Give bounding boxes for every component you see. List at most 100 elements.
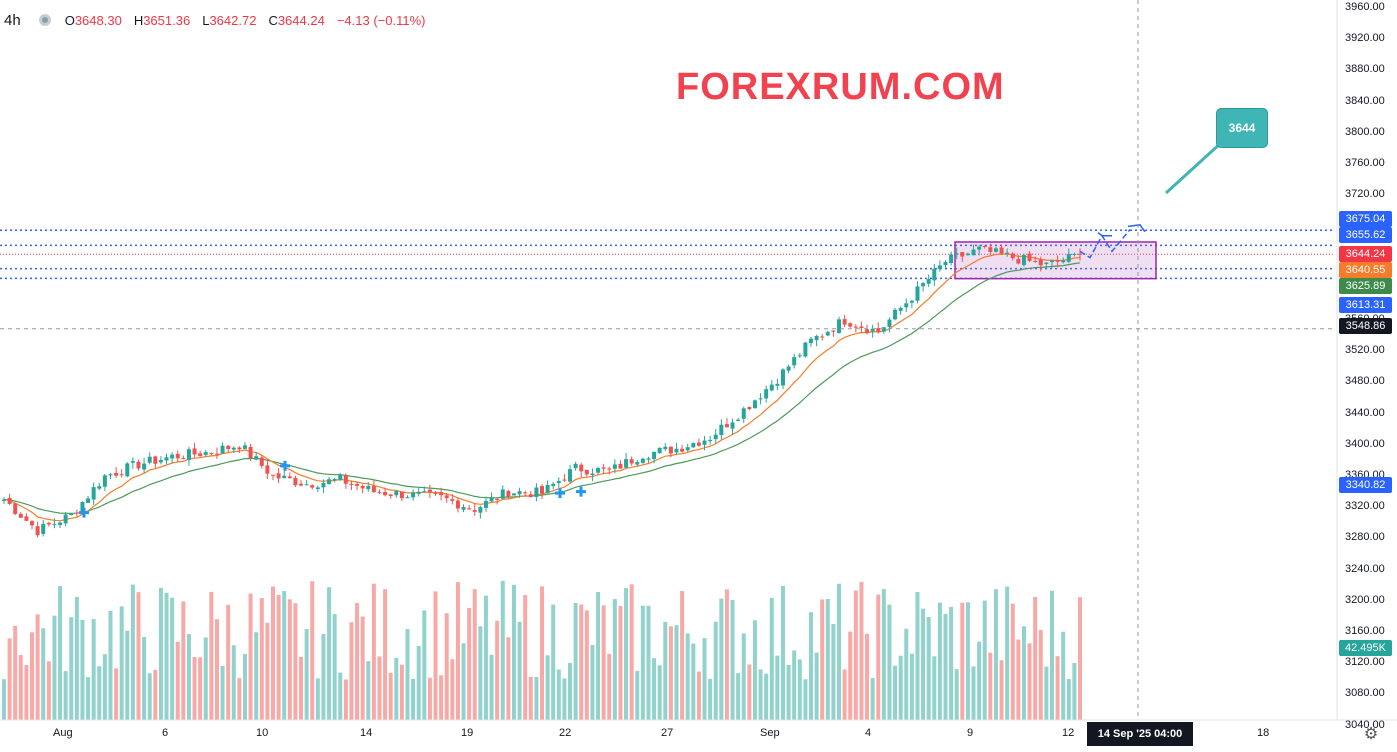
candle-body bbox=[321, 482, 326, 488]
volume-bar bbox=[13, 625, 18, 720]
volume-bar bbox=[411, 678, 416, 720]
x-tick-label: Sep bbox=[760, 727, 780, 739]
candle-body bbox=[680, 448, 685, 452]
volume-bar bbox=[450, 659, 455, 720]
candle-body bbox=[254, 456, 259, 460]
volume-bar bbox=[881, 589, 886, 720]
forecast-arrows bbox=[1079, 224, 1146, 259]
y-tick-label: 3960.00 bbox=[1345, 1, 1385, 13]
price-badge: 3625.89 bbox=[1339, 278, 1392, 294]
candle-body bbox=[1072, 253, 1077, 255]
candle-body bbox=[741, 408, 746, 419]
volume-bar bbox=[568, 662, 573, 720]
settings-gear-icon[interactable]: ⚙ bbox=[1363, 726, 1379, 743]
candle-body bbox=[960, 252, 965, 257]
volume-bar bbox=[259, 598, 264, 720]
candle-body bbox=[80, 502, 85, 512]
volume-bar bbox=[668, 626, 673, 720]
candle-body bbox=[483, 501, 488, 508]
volume-bar bbox=[573, 602, 578, 720]
volume-bar bbox=[657, 665, 662, 720]
volume-bar bbox=[921, 608, 926, 720]
candle-body bbox=[764, 389, 769, 399]
candle-body bbox=[780, 369, 785, 386]
volume-bar bbox=[730, 599, 735, 720]
candle-body bbox=[988, 247, 993, 252]
candle-body bbox=[1049, 260, 1054, 263]
y-tick-label: 3480.00 bbox=[1345, 375, 1385, 388]
candle-body bbox=[58, 522, 63, 526]
volume-bar bbox=[898, 655, 903, 720]
volume-bar bbox=[136, 592, 141, 720]
volume-bar bbox=[91, 619, 96, 720]
candle-body bbox=[921, 283, 926, 287]
price-badge: 3613.31 bbox=[1339, 297, 1392, 313]
volume-bar bbox=[1072, 663, 1077, 720]
candle-body bbox=[904, 303, 909, 308]
volume-bar bbox=[635, 670, 640, 720]
candle-body bbox=[500, 489, 505, 499]
callout-pointer[interactable] bbox=[1164, 140, 1224, 195]
y-tick-label: 3440.00 bbox=[1345, 406, 1385, 419]
volume-bar bbox=[646, 605, 651, 720]
candle-body bbox=[209, 452, 214, 454]
volume-bar bbox=[455, 582, 460, 720]
volume-bar bbox=[86, 677, 91, 720]
volume-bar bbox=[747, 664, 752, 720]
volume-bar bbox=[97, 666, 102, 720]
price-badge: 3655.62 bbox=[1339, 227, 1392, 243]
visibility-dot-icon[interactable] bbox=[38, 14, 51, 26]
candle-body bbox=[242, 445, 247, 449]
volume-bar bbox=[814, 652, 819, 720]
y-tick-label: 3320.00 bbox=[1345, 500, 1385, 513]
volume-bar bbox=[383, 589, 388, 720]
volume-bar bbox=[24, 665, 29, 720]
volume-bar bbox=[820, 599, 825, 720]
volume-bar bbox=[231, 645, 236, 720]
volume-bar bbox=[265, 622, 270, 720]
volume-bar bbox=[960, 602, 965, 720]
y-tick-label: 3040.00 bbox=[1345, 718, 1385, 731]
candle-body bbox=[842, 319, 847, 325]
volume-bar bbox=[579, 604, 584, 720]
volume-bar bbox=[214, 619, 219, 720]
candle-body bbox=[467, 508, 472, 510]
volume-bar bbox=[1038, 629, 1043, 720]
volume-bar bbox=[708, 678, 713, 720]
interval-label[interactable]: 4h bbox=[4, 11, 21, 29]
volume-bar bbox=[1016, 639, 1021, 720]
candle-body bbox=[820, 336, 825, 338]
callout-label[interactable]: 3644 bbox=[1216, 108, 1268, 148]
high-value: 3651.36 bbox=[143, 12, 191, 28]
y-tick-label: 3760.00 bbox=[1345, 157, 1385, 169]
candle-body bbox=[876, 328, 881, 333]
candle-body bbox=[506, 490, 511, 497]
volume-bar bbox=[69, 617, 74, 720]
candle-body bbox=[724, 424, 729, 428]
candle-body bbox=[719, 424, 724, 435]
volume-bar bbox=[909, 653, 914, 720]
volume-bar bbox=[769, 597, 774, 720]
candle-body bbox=[668, 446, 673, 454]
candle-body bbox=[713, 434, 718, 440]
candle-body bbox=[377, 492, 382, 494]
volume-bar bbox=[696, 671, 701, 720]
volume-bar bbox=[949, 606, 954, 720]
candle-body bbox=[450, 499, 455, 501]
volume-bar bbox=[360, 616, 365, 720]
open-value: 3648.30 bbox=[74, 12, 122, 28]
price-badge: 3644.24 bbox=[1339, 246, 1392, 262]
volume-bar bbox=[461, 643, 466, 720]
candle-body bbox=[511, 493, 516, 496]
volume-bar bbox=[242, 654, 247, 720]
volume-bar bbox=[30, 632, 35, 720]
volume-bar bbox=[52, 615, 57, 720]
candle-body bbox=[170, 454, 175, 459]
volume-bar bbox=[153, 669, 158, 720]
candle-body bbox=[965, 253, 970, 256]
candle-body bbox=[18, 513, 23, 518]
y-tick-label: 3160.00 bbox=[1345, 625, 1385, 637]
candle-body bbox=[383, 491, 388, 496]
volume-bar bbox=[377, 656, 382, 720]
